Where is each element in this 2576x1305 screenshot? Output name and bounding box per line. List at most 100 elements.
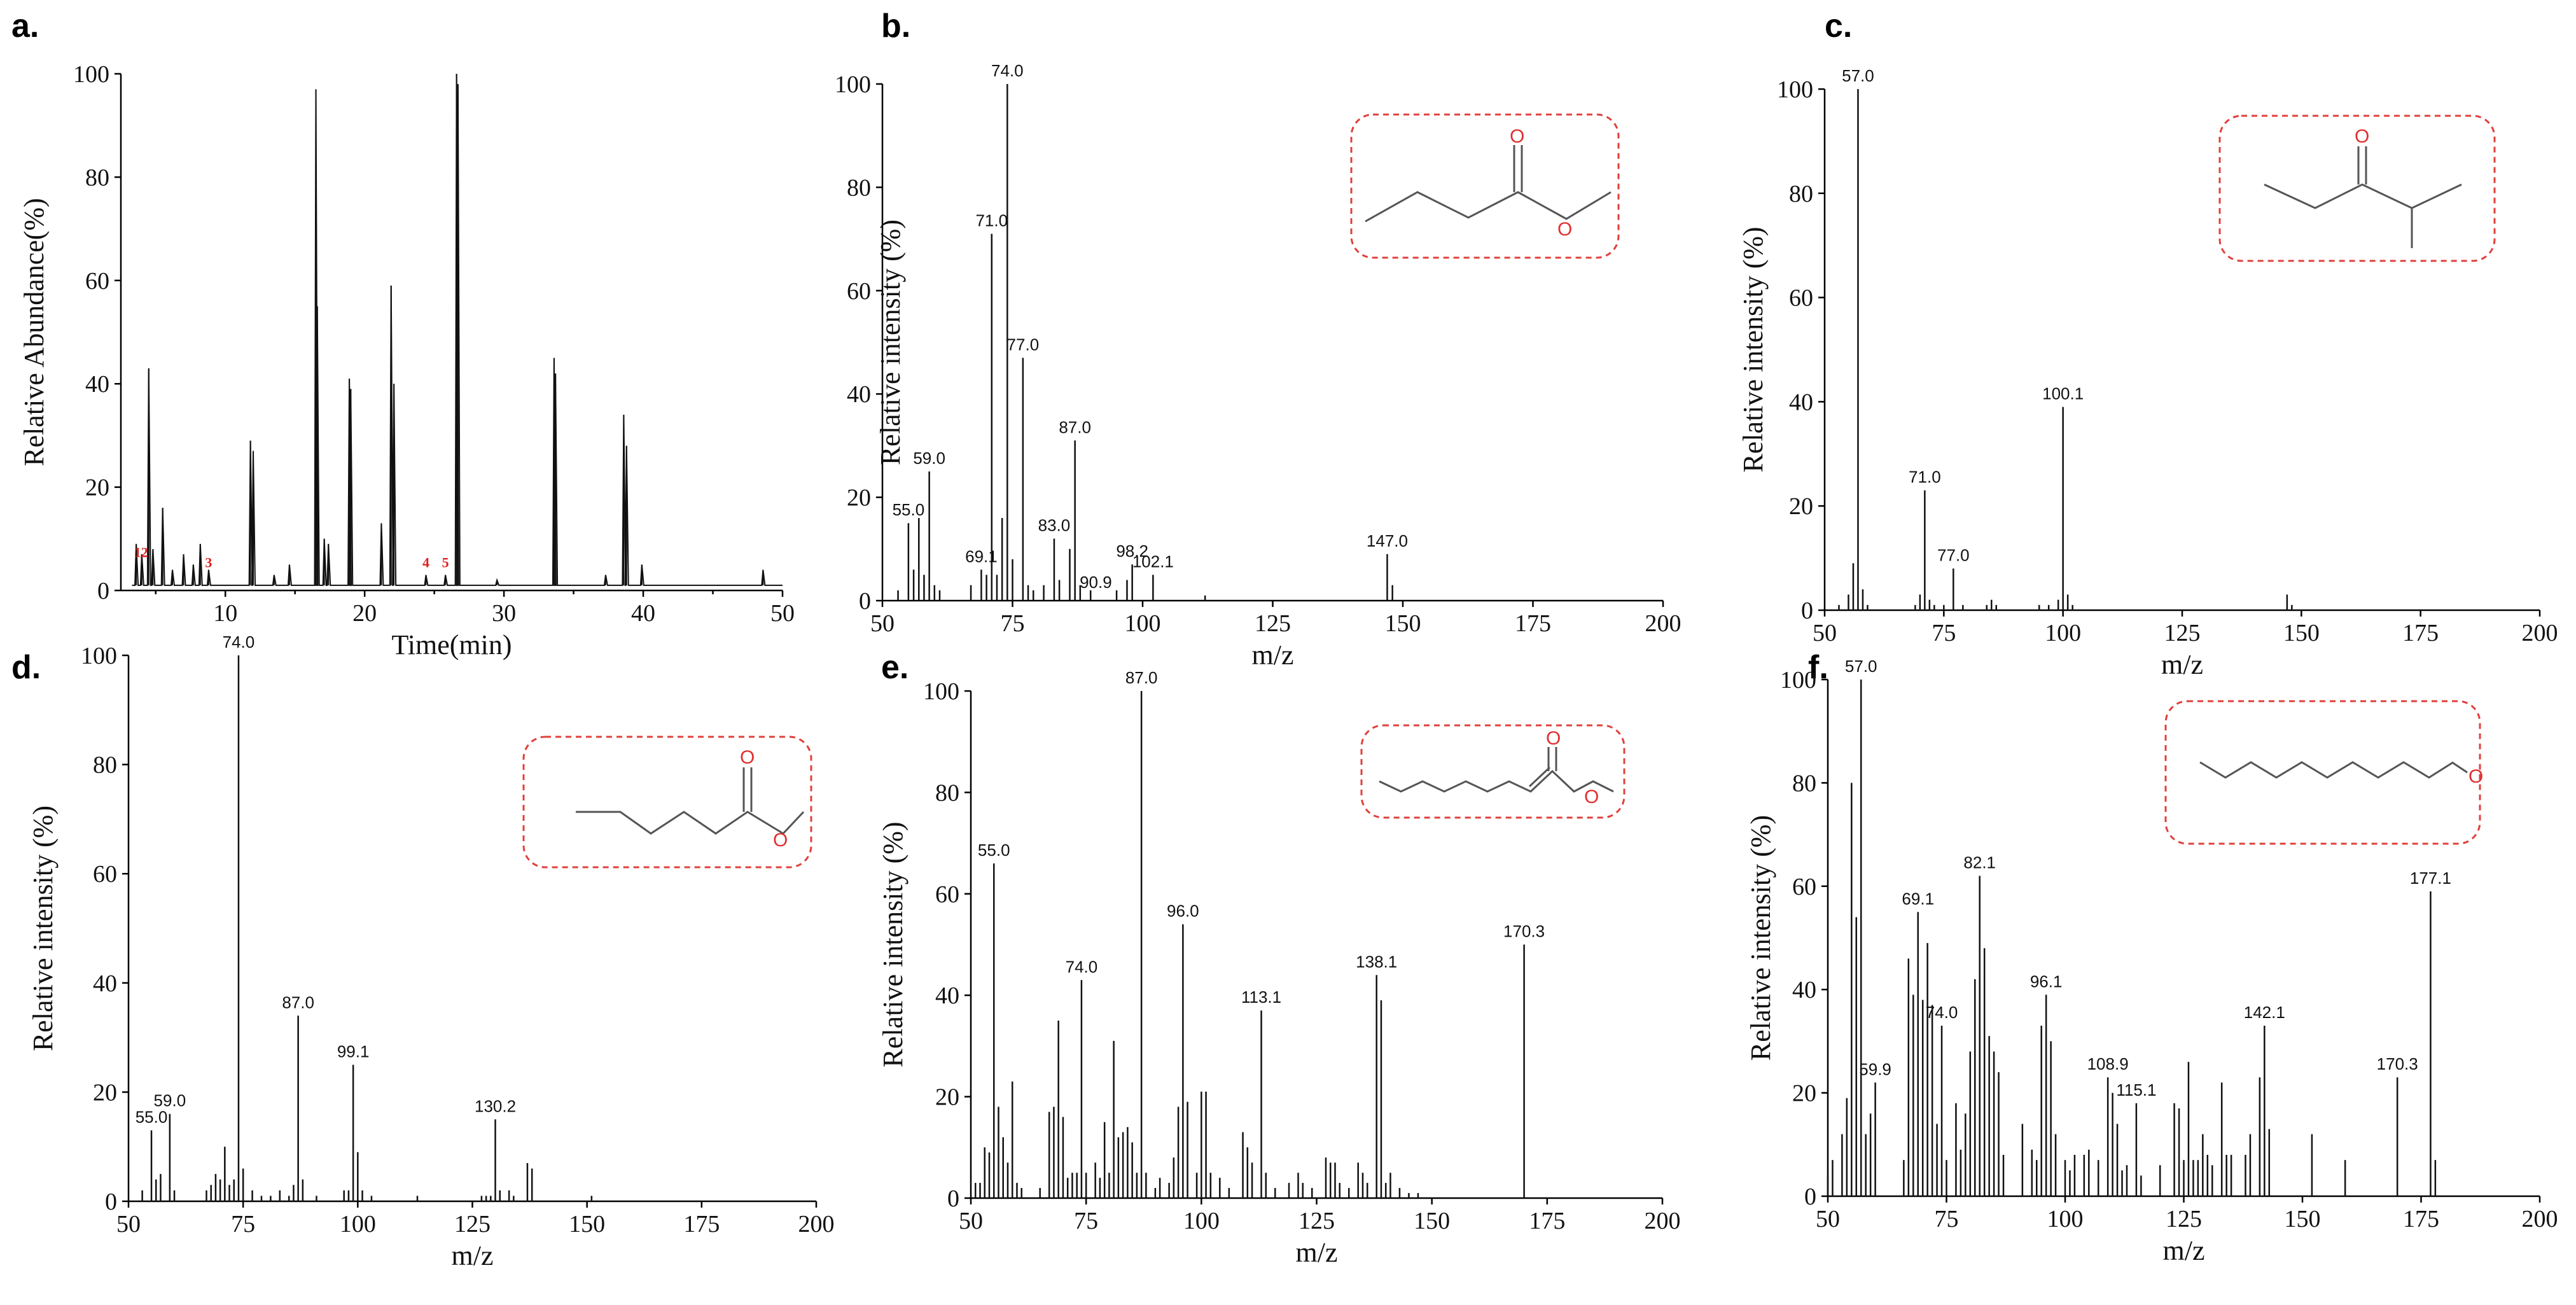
svg-text:O: O — [1557, 219, 1572, 240]
y-tick-label-b: 60 — [847, 278, 871, 305]
y-tick-label-e: 40 — [935, 982, 959, 1009]
y-tick-label-a: 40 — [85, 371, 109, 398]
x-tick-label-b: 200 — [1645, 610, 1681, 637]
y-axis-title-b: Relative intensity (%) — [875, 220, 906, 465]
x-tick-label-e: 125 — [1298, 1208, 1335, 1234]
y-tick-label-c: 40 — [1789, 389, 1813, 415]
x-tick-label-f: 200 — [2522, 1206, 2558, 1232]
x-tick-label-c: 50 — [1813, 620, 1837, 646]
x-tick-label-a: 30 — [492, 600, 516, 627]
peak-data-label: 96.0 — [1167, 902, 1199, 921]
x-tick-label-b: 100 — [1125, 610, 1161, 637]
peak-data-label: 77.0 — [1007, 335, 1040, 354]
peak-data-label: 90.9 — [1080, 573, 1112, 592]
svg-text:O: O — [1546, 728, 1561, 749]
y-tick-label-f: 0 — [1804, 1183, 1816, 1210]
peak-data-label: 100.1 — [2042, 384, 2084, 403]
x-tick-label-d: 175 — [683, 1211, 720, 1238]
x-tick-label-c: 100 — [2045, 620, 2081, 646]
y-axis-title-a: Relative Abundance(%) — [18, 198, 50, 466]
x-tick-label-e: 75 — [1074, 1208, 1098, 1234]
svg-text:O: O — [1510, 126, 1524, 147]
peak-data-label: 147.0 — [1367, 531, 1408, 550]
x-tick-label-e: 50 — [959, 1208, 983, 1234]
x-tick-label-b: 150 — [1385, 610, 1421, 637]
x-tick-label-f: 175 — [2403, 1206, 2439, 1232]
peak-data-label: 138.1 — [1356, 952, 1397, 971]
peak-marker: 1 — [134, 544, 141, 560]
svg-text:O: O — [2468, 766, 2483, 787]
molecule-box-b: O O — [1350, 113, 1620, 259]
panel-label-e: e. — [881, 649, 909, 686]
peak-data-label: 87.0 — [282, 993, 314, 1012]
peak-data-label: 96.1 — [2030, 972, 2063, 991]
svg-text:O: O — [1584, 786, 1599, 807]
peak-data-label: 170.3 — [1503, 922, 1545, 941]
x-tick-label-d: 100 — [340, 1211, 376, 1238]
y-axis-title-e: Relative intensity (%) — [877, 821, 909, 1067]
peak-data-label: 113.1 — [1241, 987, 1281, 1007]
panel-c-mass-spectrum: c. 0 20 40 60 80 100 50 75 100 125 150 175 200 m/z Rela… — [1737, 8, 2558, 680]
peak-data-label: 59.0 — [154, 1091, 186, 1110]
peak-data-label: 87.0 — [1059, 417, 1091, 436]
x-tick-label-f: 50 — [1816, 1206, 1840, 1232]
peak-data-label: 59.0 — [913, 449, 945, 468]
y-tick-label-f: 20 — [1792, 1080, 1816, 1107]
peak-data-label: 177.1 — [2410, 869, 2451, 888]
molecule-box-c: O — [2218, 115, 2496, 262]
peak-data-label: 74.0 — [223, 632, 255, 652]
peak-data-label: 108.9 — [2087, 1054, 2129, 1073]
peak-data-label: 69.1 — [965, 547, 998, 566]
y-tick-label-b: 100 — [835, 71, 871, 98]
panel-b-mass-spectrum: b. 0 20 40 60 80 100 50 75 100 125 150 175 200 m/z Rela… — [835, 8, 1681, 671]
peak-data-label: 71.0 — [1909, 468, 1941, 487]
y-tick-label-b: 40 — [847, 381, 871, 408]
peak-data-label: 55.0 — [978, 841, 1010, 860]
x-tick-label-b: 175 — [1515, 610, 1551, 637]
x-tick-label-e: 175 — [1529, 1208, 1565, 1234]
y-tick-label-e: 100 — [923, 678, 959, 705]
y-axis-title-d: Relative intensity (%) — [27, 806, 59, 1051]
x-tick-label-b: 125 — [1255, 610, 1291, 637]
x-tick-label-c: 175 — [2402, 620, 2439, 646]
peak-data-label: 77.0 — [1937, 545, 1970, 564]
peak-data-label: 130.2 — [475, 1096, 516, 1115]
molecule-box-e: O O — [1360, 724, 1626, 819]
x-tick-label-a: 10 — [213, 600, 237, 627]
peak-data-label: 74.0 — [991, 61, 1024, 80]
peak-data-label: 74.0 — [1926, 1003, 1958, 1022]
peak-data-label: 74.0 — [1066, 957, 1098, 976]
y-tick-label-a: 60 — [85, 268, 109, 295]
x-tick-label-e: 200 — [1645, 1208, 1681, 1234]
x-tick-label-c: 200 — [2522, 620, 2558, 646]
peak-data-label: 142.1 — [2244, 1003, 2285, 1022]
y-tick-label-f: 60 — [1792, 874, 1816, 900]
peak-marker: 3 — [205, 555, 212, 571]
y-tick-label-d: 100 — [81, 643, 117, 669]
chromatogram-trace — [132, 73, 783, 586]
svg-text:O: O — [2355, 126, 2369, 147]
x-tick-label-d: 150 — [569, 1211, 605, 1238]
y-tick-label-c: 100 — [1777, 76, 1813, 103]
x-tick-label-d: 75 — [231, 1211, 255, 1238]
x-tick-label-b: 75 — [1001, 610, 1025, 637]
x-axis-title-c: m/z — [2161, 649, 2203, 680]
x-tick-label-d: 200 — [798, 1211, 835, 1238]
x-tick-label-e: 150 — [1414, 1208, 1450, 1234]
panel-label-d: d. — [11, 649, 41, 686]
x-axis-title-d: m/z — [452, 1240, 494, 1271]
y-tick-label-c: 80 — [1789, 181, 1813, 207]
x-axis-title-f: m/z — [2163, 1235, 2205, 1266]
y-axis-title-f: Relative intensity (%) — [1745, 815, 1776, 1061]
panel-label-b: b. — [881, 8, 910, 45]
peak-data-label: 57.0 — [1845, 657, 1877, 676]
svg-text:O: O — [740, 747, 755, 768]
y-tick-label-c: 0 — [1801, 597, 1813, 624]
y-tick-label-c: 20 — [1789, 493, 1813, 520]
peak-data-label: 98.2 — [1116, 541, 1148, 561]
peak-data-label: 71.0 — [975, 211, 1008, 230]
y-tick-label-a: 0 — [97, 578, 109, 604]
svg-text:O: O — [773, 830, 788, 851]
y-tick-label-d: 40 — [93, 970, 117, 997]
